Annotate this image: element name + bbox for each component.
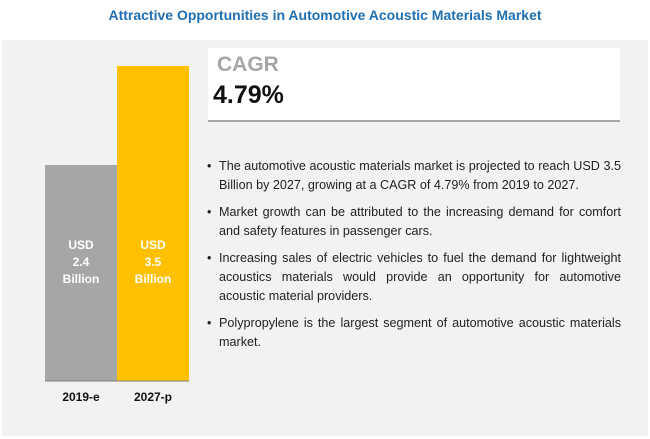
category-label: 2019-e [62, 390, 100, 404]
bullet-dot-icon: • [207, 316, 212, 330]
bullet-list: • The automotive acoustic materials marke… [207, 157, 621, 360]
bullet-dot-icon: • [207, 159, 212, 173]
bullet-text: Polypropylene is the largest segment of … [219, 316, 621, 349]
bullet-text: Market growth can be attributed to the i… [219, 205, 621, 238]
bar-2027-p [117, 66, 189, 381]
page-title: Attractive Opportunities in Automotive A… [108, 7, 542, 23]
bullet-item: • Increasing sales of electric vehicles t… [207, 249, 621, 306]
bullet-dot-icon: • [207, 251, 212, 265]
bar-2019-e [45, 165, 117, 381]
bar-value-label: Billion [135, 272, 172, 286]
cagr-label: CAGR [217, 53, 279, 76]
bullet-dot-icon: • [207, 205, 212, 219]
bullet-item: • Market growth can be attributed to the … [207, 203, 621, 241]
bar-value-label: 2.4 [73, 255, 90, 269]
bar-value-label: 3.5 [145, 255, 162, 269]
category-label: 2027-p [134, 390, 172, 404]
bullet-item: • The automotive acoustic materials marke… [207, 157, 621, 195]
bar-value-label: USD [140, 238, 166, 252]
cagr-value: 4.79% [213, 81, 284, 109]
cagr-box: CAGR 4.79% [208, 48, 620, 122]
bar-value-label: Billion [63, 272, 100, 286]
bullet-text: Increasing sales of electric vehicles to… [219, 251, 621, 303]
bullet-item: • Polypropylene is the largest segment of… [207, 314, 621, 352]
bar-value-label: USD [68, 238, 94, 252]
bullet-text: The automotive acoustic materials market… [219, 159, 621, 192]
